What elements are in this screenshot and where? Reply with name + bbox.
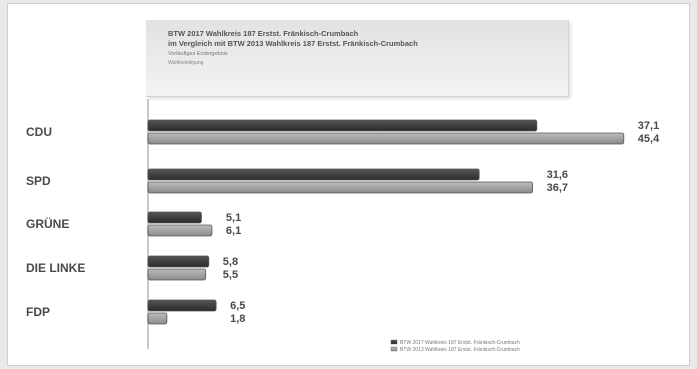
legend-swatch-2017 — [390, 339, 398, 345]
chart-legend: BTW 2017 Wahlkreis 187 Erstst. Fränkisch… — [390, 339, 520, 353]
bar-spd-2013 — [147, 181, 534, 194]
legend-swatch-2013 — [390, 346, 398, 352]
bar-die-linke-2013 — [147, 268, 207, 281]
value-labels: 37,145,4 31,636,7 5,16,1 5,85,5 6,51,8 — [223, 120, 660, 325]
bars — [147, 119, 625, 325]
category-label-cdu: CDU — [26, 125, 52, 139]
bar-spd-2017 — [147, 168, 480, 181]
value-label-spd-2013: 36,7 — [547, 182, 568, 194]
category-label-die-linke: DIE LINKE — [26, 261, 85, 275]
value-label-die-linke-2017: 5,8 — [223, 256, 238, 268]
value-label-spd-2017: 31,6 — [547, 169, 568, 181]
chart-source: Wahlbeteiligung — [168, 60, 204, 66]
bar-chart: CDU SPD GRÜNE DIE LINKE FDP 37,145,4 31,636,7… — [26, 99, 660, 353]
bar-die-linke-2017 — [147, 255, 210, 268]
bar-fdp-2013 — [147, 312, 168, 325]
chart-frame: BTW 2017 Wahlkreis 187 Erstst. Fränkisch… — [7, 3, 690, 366]
category-label-grüne: GRÜNE — [26, 216, 69, 231]
chart-header: BTW 2017 Wahlkreis 187 Erstst. Fränkisch… — [146, 20, 569, 97]
legend-entry-2017: BTW 2017 Wahlkreis 187 Erstst. Fränkisch… — [400, 340, 520, 346]
chart-note: Vorläufiges Endergebnis — [168, 51, 228, 57]
bar-fdp-2017 — [147, 299, 217, 312]
value-label-fdp-2013: 1,8 — [230, 313, 245, 325]
category-labels: CDU SPD GRÜNE DIE LINKE FDP — [26, 125, 85, 319]
value-label-grüne-2017: 5,1 — [226, 212, 241, 224]
chart-title: BTW 2017 Wahlkreis 187 Erstst. Fränkisch… — [168, 29, 359, 38]
bar-grüne-2017 — [147, 211, 202, 224]
value-label-cdu-2017: 37,1 — [638, 120, 659, 132]
category-label-spd: SPD — [26, 174, 51, 188]
value-label-grüne-2013: 6,1 — [226, 225, 241, 237]
bar-grüne-2013 — [147, 224, 213, 237]
bar-cdu-2017 — [147, 119, 538, 132]
chart-subtitle: im Vergleich mit BTW 2013 Wahlkreis 187 … — [168, 39, 418, 48]
value-label-die-linke-2013: 5,5 — [223, 269, 238, 281]
bar-cdu-2013 — [147, 132, 625, 145]
value-label-cdu-2013: 45,4 — [638, 133, 660, 145]
legend-entry-2013: BTW 2013 Wahlkreis 187 Erstst. Fränkisch… — [400, 347, 520, 353]
category-label-fdp: FDP — [26, 305, 50, 319]
value-label-fdp-2017: 6,5 — [230, 300, 245, 312]
